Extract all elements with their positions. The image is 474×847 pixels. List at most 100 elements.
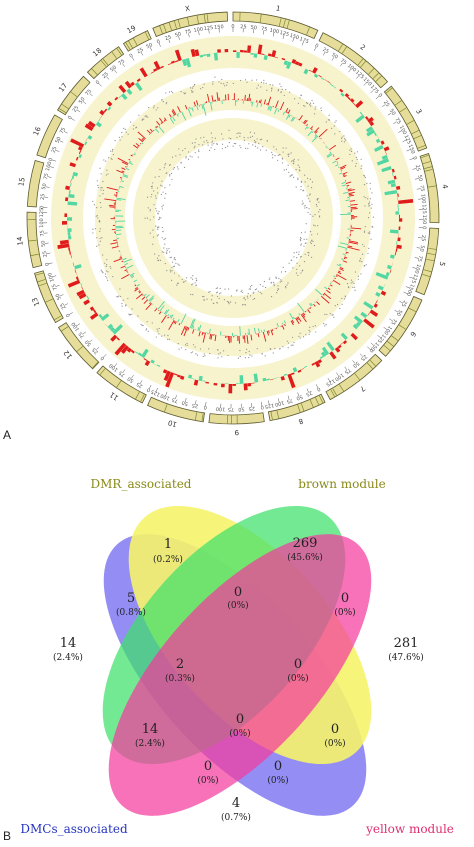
track4-dot	[191, 284, 193, 286]
track1-bar-up	[267, 53, 272, 57]
track3-spike	[150, 131, 152, 133]
track1-bar-up	[397, 237, 401, 242]
scale-tick	[178, 35, 180, 40]
track2-dot	[266, 89, 268, 91]
track1-bar-up	[190, 48, 196, 58]
track3-spike	[267, 96, 272, 106]
ideogram-band	[422, 161, 431, 165]
track2-dot	[220, 82, 222, 84]
track1-bar-up	[173, 373, 178, 376]
track3-spike	[350, 227, 362, 230]
scale-tick-label: 25	[59, 302, 67, 310]
track4-dot	[169, 163, 171, 166]
track3-spike	[133, 279, 138, 283]
track4-dot	[226, 145, 229, 147]
track1-bar-down	[107, 323, 114, 330]
scale-tick-label: 0	[260, 404, 264, 410]
track2-dot	[203, 353, 205, 355]
track2-dot	[239, 355, 241, 358]
track2-dot	[323, 323, 325, 325]
track3-spike	[209, 333, 212, 339]
track2-dot	[370, 238, 372, 240]
track4-dot	[249, 136, 252, 138]
track3-spike	[163, 119, 166, 122]
track2-dot	[240, 79, 242, 82]
track1-bar-down	[336, 88, 340, 91]
track1-bar-up	[176, 374, 181, 378]
track2-dot	[313, 113, 316, 115]
track1-bar-up	[168, 63, 172, 66]
track1-bar-up	[75, 276, 79, 281]
track2-dot	[102, 193, 104, 195]
track3-spike	[149, 302, 152, 305]
track2-dot	[368, 247, 370, 249]
track4-dot	[164, 237, 166, 240]
scale-tick-label: 0	[65, 312, 72, 318]
track1-bar-up	[312, 67, 318, 74]
venn-count-dmr-brown-yellow: 0	[294, 657, 302, 672]
scale-tick-label: 0	[156, 39, 161, 46]
scale-tick-label: 100	[160, 392, 171, 401]
track2-dot	[260, 86, 262, 88]
track2-dot	[256, 348, 258, 350]
track2-dot	[312, 325, 314, 328]
scale-tick	[155, 387, 158, 392]
track4-dot	[257, 147, 259, 149]
track4-dot	[316, 198, 318, 200]
track4-dot	[166, 252, 168, 255]
track2-dot	[146, 116, 148, 118]
track2-dot	[102, 180, 104, 183]
track4-dot	[299, 236, 302, 239]
track2-dot	[112, 276, 114, 278]
track2-dot	[277, 89, 280, 91]
track1-bar-down	[203, 54, 207, 57]
track3-spike	[324, 286, 328, 290]
track4-dot	[244, 304, 247, 306]
track3-spike	[314, 301, 316, 303]
track2-dot	[99, 228, 101, 230]
track4-dot	[218, 297, 220, 300]
scale-tick	[287, 395, 290, 400]
track4-dot	[301, 200, 304, 202]
track4-dot	[216, 291, 218, 293]
track4-dot	[230, 295, 233, 297]
venn-count-dmr-dmcs: 5	[127, 591, 135, 606]
track4-dot	[149, 208, 151, 211]
track4-dot	[312, 240, 314, 243]
track2-dot	[141, 324, 143, 326]
track2-dot	[363, 245, 365, 247]
track1-bar-down	[181, 59, 188, 67]
ideogram-band	[300, 403, 305, 411]
track4-dot	[223, 299, 226, 301]
track1-bar-up	[247, 383, 252, 387]
track4-dot	[283, 169, 285, 171]
scale-tick-label: 0	[421, 226, 427, 229]
track4-dot	[190, 277, 192, 279]
track1-bar-down	[236, 383, 240, 384]
track2-dot	[104, 262, 106, 264]
track2-dot	[308, 333, 310, 335]
track3-spike	[340, 166, 346, 170]
track2-dot	[118, 295, 120, 297]
ideogram-band	[128, 40, 133, 49]
track2-dot	[315, 106, 317, 108]
track4-dot	[276, 289, 279, 292]
track2-dot	[372, 216, 375, 218]
scale-tick	[64, 303, 68, 306]
track1-bar-down	[68, 190, 71, 194]
track3-spike	[287, 109, 291, 114]
track4-dot	[276, 292, 278, 294]
venn-pct-brown-dmcs-yellow: (0%)	[197, 775, 218, 786]
scale-tick-label: 125	[376, 333, 387, 344]
track4-dot	[176, 166, 179, 168]
track3-spike	[124, 263, 129, 266]
track4-dot	[252, 292, 254, 294]
track3-spike	[129, 272, 135, 276]
track2-dot	[218, 353, 220, 355]
track1-bar-down	[134, 82, 143, 91]
track2-dot	[300, 94, 302, 97]
track3-spike	[117, 157, 129, 165]
track4-dot	[210, 132, 212, 134]
track4-dot	[299, 265, 301, 267]
venn-pct-dmr-yellow: (0%)	[324, 738, 345, 749]
